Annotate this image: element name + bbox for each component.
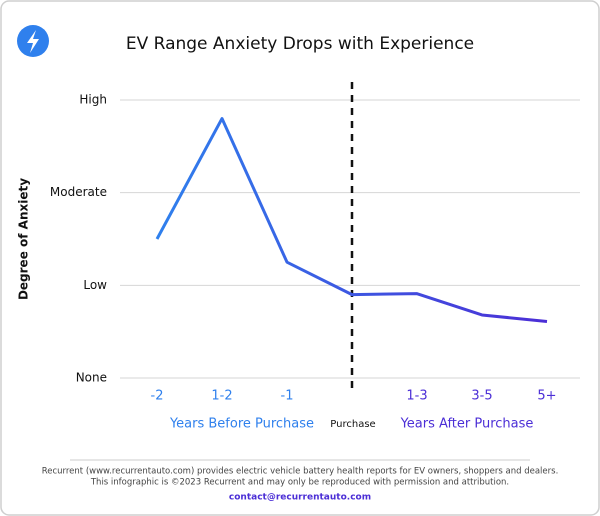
y-tick-label: None xyxy=(76,371,107,385)
x-tick-label: 1-2 xyxy=(211,389,232,404)
line-series xyxy=(155,117,548,323)
logo xyxy=(17,25,49,57)
y-tick-label: High xyxy=(79,93,107,107)
purchase-label: Purchase xyxy=(330,419,375,430)
after-label: Years After Purchase xyxy=(400,417,534,432)
x-tick-label: 1-3 xyxy=(406,389,427,404)
y-tick-label: Low xyxy=(83,278,107,292)
y-tick-label: Moderate xyxy=(50,185,107,199)
chart-title: EV Range Anxiety Drops with Experience xyxy=(126,34,474,54)
footer-line: This infographic is ©2023 Recurrent and … xyxy=(90,478,509,488)
before-label: Years Before Purchase xyxy=(169,417,314,432)
x-tick-label: 5+ xyxy=(537,389,556,404)
contact: contact@recurrentauto.com xyxy=(229,493,371,503)
y-axis-label: Degree of Anxiety xyxy=(17,178,31,300)
x-tick-label: -1 xyxy=(281,389,294,404)
x-tick-label: -2 xyxy=(151,389,164,404)
x-tick-label: 3-5 xyxy=(471,389,492,404)
footer-line: Recurrent (www.recurrentauto.com) provid… xyxy=(42,467,559,477)
